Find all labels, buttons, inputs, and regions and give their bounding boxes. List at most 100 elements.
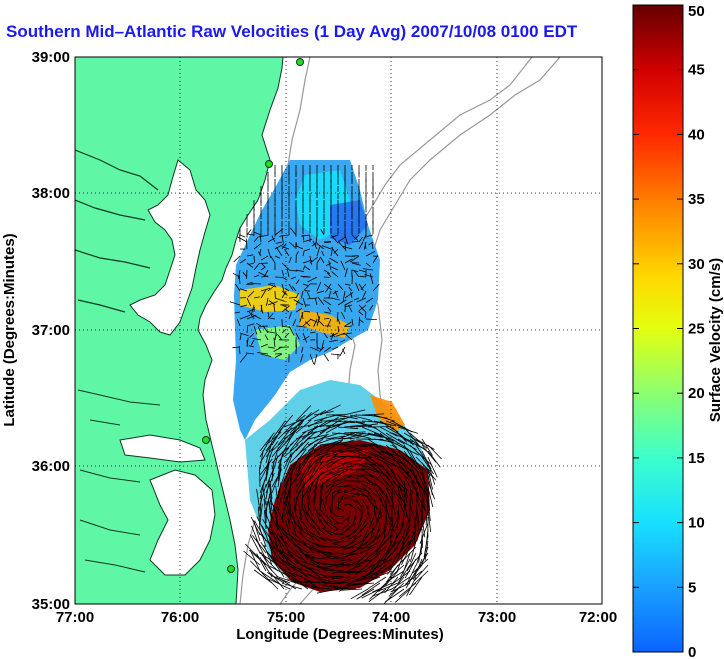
velocity-vector [329,509,339,518]
velocity-vector [326,272,332,278]
velocity-vector [385,492,391,508]
velocity-vector [253,255,255,263]
velocity-vector [289,471,302,488]
velocity-vector [288,490,291,506]
velocity-vector [339,558,357,565]
velocity-vector [355,423,379,428]
velocity-vector [379,504,382,518]
velocity-vector [347,558,363,567]
velocity-vector [306,510,315,524]
velocity-vector [260,353,272,357]
velocity-vector [333,552,351,558]
velocity-vector [373,528,381,541]
velocity-vector [319,432,341,440]
velocity-vector [403,486,408,503]
velocity-vector [323,552,339,555]
velocity-vector [340,260,346,271]
velocity-vector [397,426,419,434]
velocity-vector [343,455,361,458]
velocity-vector [295,472,306,488]
velocity-vector [391,486,401,500]
velocity-vector [260,304,263,313]
velocity-vector [344,291,354,299]
velocity-vector [284,332,290,338]
velocity-vector [310,557,327,560]
velocity-vector [300,275,311,278]
x-axis-label: Longitude (Degrees:Minutes) [236,626,444,643]
velocity-vector [334,558,351,563]
velocity-vector [379,426,398,437]
velocity-vector [337,475,352,482]
velocity-vector [246,323,255,327]
velocity-vector [296,245,304,250]
velocity-vector [265,525,279,542]
velocity-vector [309,255,312,265]
velocity-vector [337,500,340,512]
velocity-vector [397,564,411,584]
velocity-vector [295,449,307,464]
velocity-vector [337,318,341,325]
velocity-vector [277,463,282,482]
velocity-vector [277,482,282,500]
velocity-field-orange-edge [370,395,405,432]
colorbar-tick-label: 45 [688,62,705,79]
velocity-vector [277,467,282,488]
velocity-vector [344,241,347,252]
velocity-vector [412,516,417,534]
velocity-vector [259,494,262,518]
velocity-vector [397,504,400,521]
velocity-field-blue-patch [330,200,368,245]
velocity-vector [403,480,409,499]
velocity-vector [238,274,241,285]
velocity-vector [316,246,321,257]
velocity-vector [358,311,364,316]
colorbar-gradient [632,4,684,653]
velocity-vector [393,528,399,546]
velocity-vector [373,546,387,557]
velocity-vector [259,458,273,476]
velocity-vector [294,559,315,566]
velocity-vector [269,493,273,512]
velocity-vector [421,546,429,566]
velocity-vector [322,527,333,536]
velocity-vector [339,346,346,357]
velocity-vector [349,444,368,448]
velocity-vector [319,417,339,428]
velocity-vector [313,479,319,494]
velocity-vector [309,256,319,264]
velocity-vector [324,241,332,244]
velocity-vector [331,456,346,464]
velocity-vector [312,240,318,250]
velocity-vector [298,517,309,530]
velocity-vector [302,265,306,271]
velocity-vector [355,282,360,292]
velocity-vector [353,270,360,278]
velocity-vector [366,234,374,237]
velocity-vector [301,312,304,320]
velocity-vector [415,510,419,531]
velocity-vector [386,558,399,575]
velocity-vector [256,553,267,572]
velocity-vector [421,516,426,538]
velocity-vector [330,297,340,301]
y-tick-label: 38:00 [32,185,70,202]
velocity-vector [397,468,413,484]
velocity-vector [391,576,411,590]
velocity-vector [284,548,303,560]
bathymetry-contour-3 [239,57,311,604]
velocity-vector [359,534,369,548]
velocity-vector [373,498,379,514]
chesapeake-bay [129,159,211,336]
velocity-vector [358,304,367,312]
velocity-vector [323,346,332,353]
velocity-vector [296,521,303,536]
velocity-vector [281,538,297,554]
velocity-vector [268,300,276,306]
velocity-vector [367,480,381,488]
velocity-vector [301,461,313,476]
velocity-vector [288,325,295,336]
velocity-vector [321,339,325,350]
velocity-vector [365,318,377,320]
velocity-vector [248,345,255,348]
velocity-vector [369,304,374,311]
